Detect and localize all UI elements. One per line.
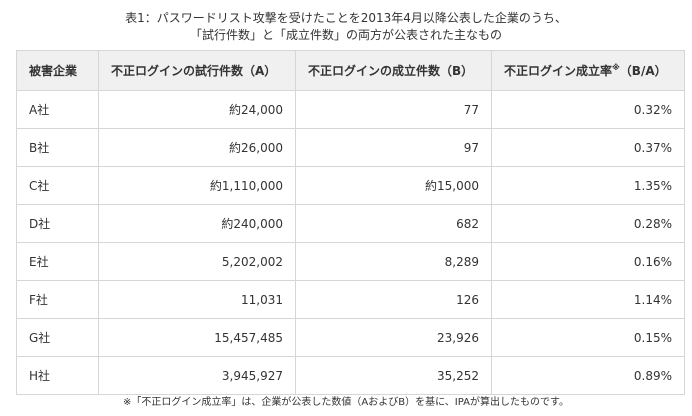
table-row: D社 約240,000 682 0.28% (16, 204, 685, 243)
attempts-cell: 約26,000 (98, 128, 296, 167)
attempts-cell: 5,202,002 (98, 242, 296, 281)
company-cell: G社 (16, 318, 99, 357)
company-cell: H社 (16, 356, 99, 395)
successes-cell: 35,252 (295, 356, 492, 395)
rate-cell: 0.89% (491, 356, 685, 395)
company-cell: A社 (16, 90, 99, 129)
rate-cell: 0.28% (491, 204, 685, 243)
successes-cell: 8,289 (295, 242, 492, 281)
company-cell: C社 (16, 166, 99, 205)
successes-cell: 77 (295, 90, 492, 129)
header-rate-mark: ※ (612, 63, 620, 72)
attempts-cell: 15,457,485 (98, 318, 296, 357)
rate-cell: 0.32% (491, 90, 685, 129)
successes-cell: 97 (295, 128, 492, 167)
table-caption: 表1：パスワードリスト攻撃を受けたことを2013年4月以降公表した企業のうち、 … (0, 0, 692, 42)
attempts-cell: 約24,000 (98, 90, 296, 129)
header-company: 被害企業 (16, 50, 99, 91)
header-attempts: 不正ログインの試行件数（A） (98, 50, 296, 91)
header-successes: 不正ログインの成立件数（B） (295, 50, 492, 91)
successes-cell: 約15,000 (295, 166, 492, 205)
attempts-cell: 11,031 (98, 280, 296, 319)
company-cell: E社 (16, 242, 99, 281)
header-rate: 不正ログイン成立率※（B/A） (491, 50, 685, 91)
header-rate-suffix: （B/A） (619, 64, 667, 78)
caption-line-1: 表1：パスワードリスト攻撃を受けたことを2013年4月以降公表した企業のうち、 (125, 11, 567, 25)
login-attack-table: 被害企業 不正ログインの試行件数（A） 不正ログインの成立件数（B） 不正ログイ… (16, 50, 685, 395)
table-row: C社 約1,110,000 約15,000 1.35% (16, 166, 685, 205)
rate-cell: 1.35% (491, 166, 685, 205)
company-cell: B社 (16, 128, 99, 167)
table-row: A社 約24,000 77 0.32% (16, 90, 685, 129)
table-row: H社 3,945,927 35,252 0.89% (16, 356, 685, 395)
successes-cell: 23,926 (295, 318, 492, 357)
caption-line-2: 「試行件数」と「成立件数」の両方が公表された主なもの (189, 28, 502, 42)
footnote: ※「不正ログイン成立率」は、企業が公表した数値（AおよびB）を基に、IPAが算出… (123, 397, 569, 408)
rate-cell: 0.15% (491, 318, 685, 357)
company-cell: F社 (16, 280, 99, 319)
table-header-row: 被害企業 不正ログインの試行件数（A） 不正ログインの成立件数（B） 不正ログイ… (16, 50, 685, 91)
attempts-cell: 約1,110,000 (98, 166, 296, 205)
successes-cell: 126 (295, 280, 492, 319)
table-row: F社 11,031 126 1.14% (16, 280, 685, 319)
rate-cell: 1.14% (491, 280, 685, 319)
table-row: B社 約26,000 97 0.37% (16, 128, 685, 167)
table-row: G社 15,457,485 23,926 0.15% (16, 318, 685, 357)
table-row: E社 5,202,002 8,289 0.16% (16, 242, 685, 281)
company-cell: D社 (16, 204, 99, 243)
successes-cell: 682 (295, 204, 492, 243)
attempts-cell: 3,945,927 (98, 356, 296, 395)
rate-cell: 0.37% (491, 128, 685, 167)
attempts-cell: 約240,000 (98, 204, 296, 243)
rate-cell: 0.16% (491, 242, 685, 281)
header-rate-label: 不正ログイン成立率 (504, 64, 613, 78)
